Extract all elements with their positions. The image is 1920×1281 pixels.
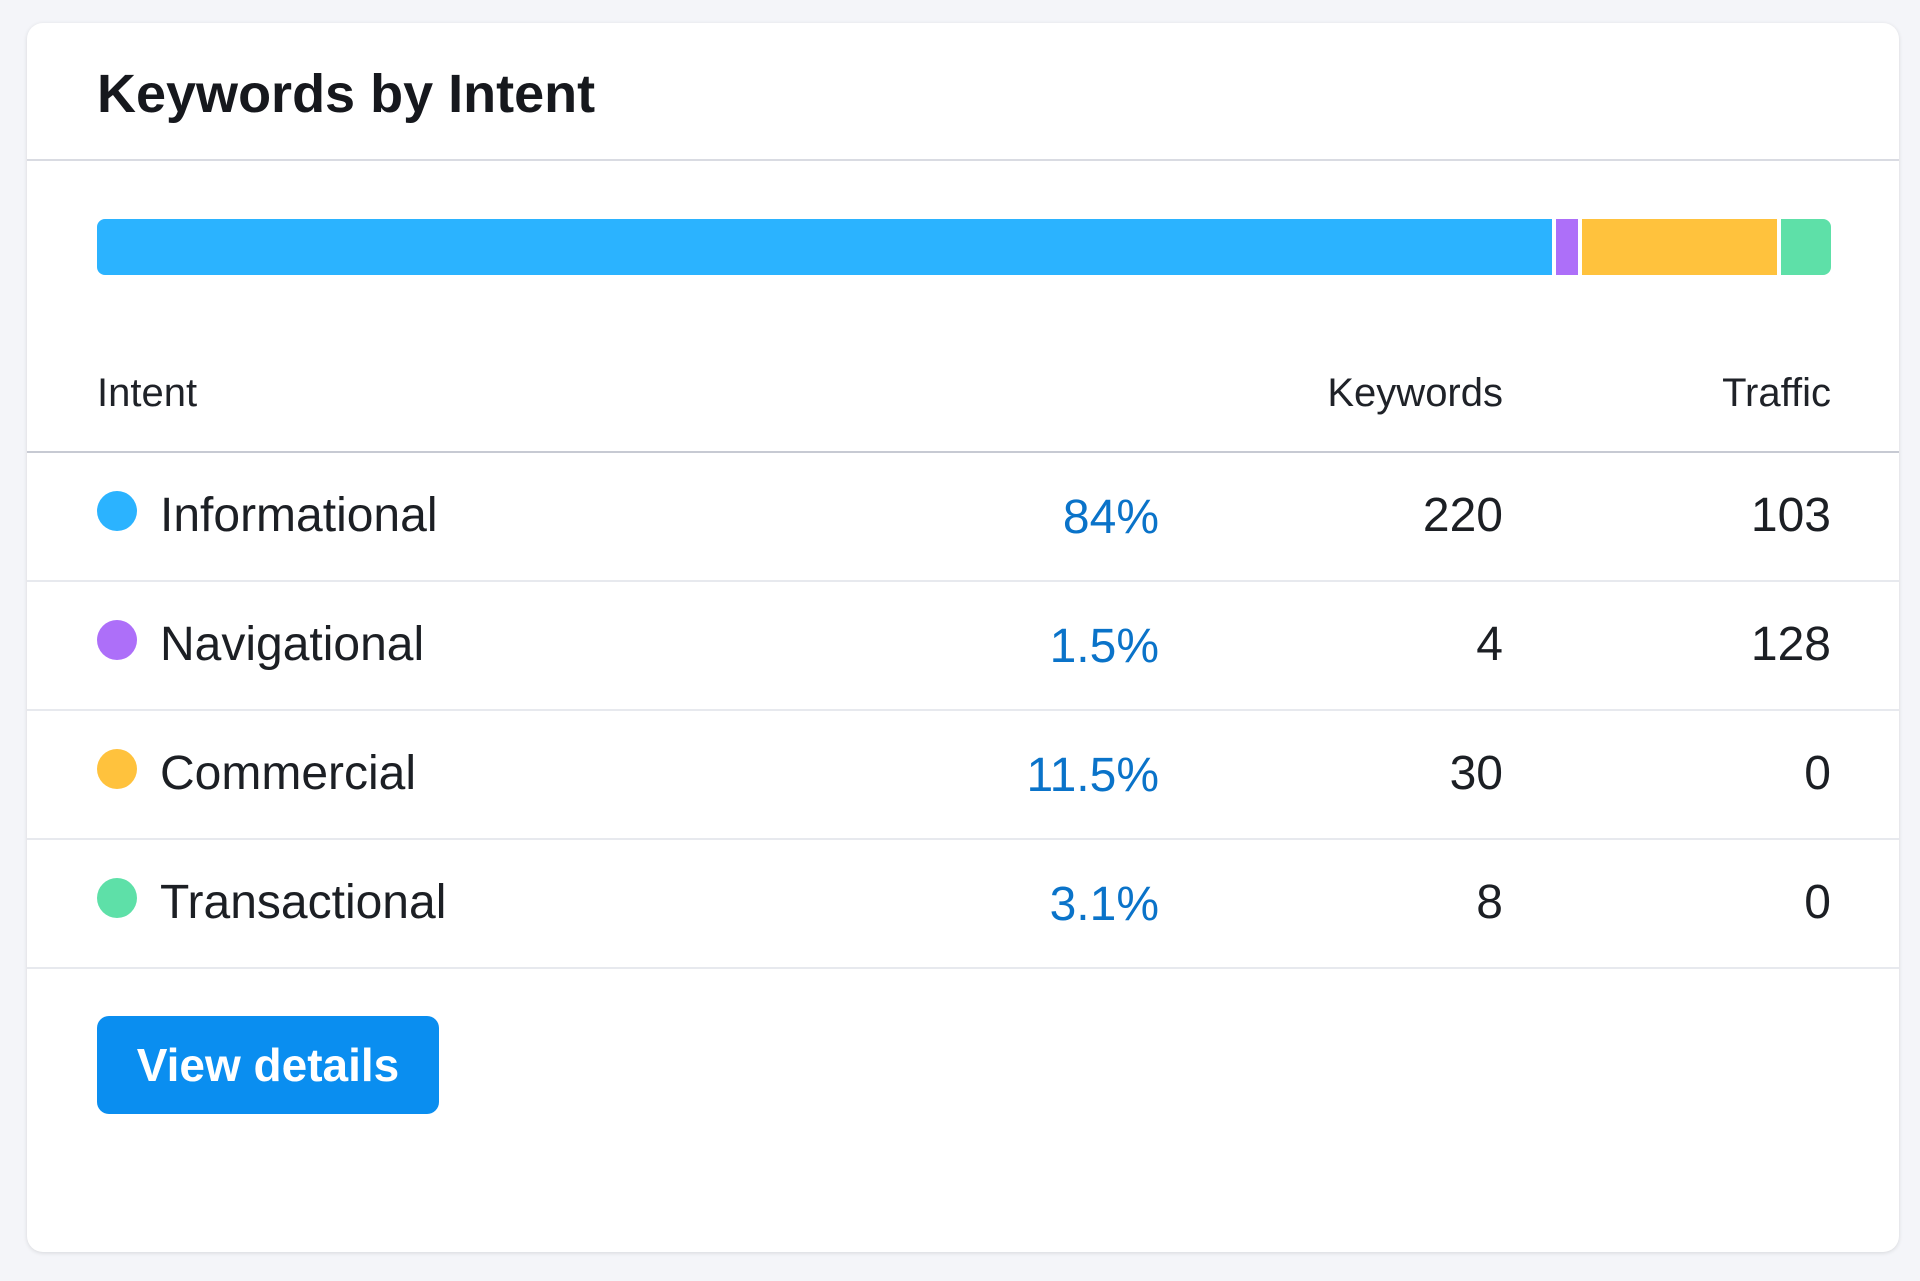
intent-color-dot bbox=[97, 491, 137, 531]
intent-keywords-count: 8 bbox=[1476, 876, 1503, 929]
bar-segment-commercial[interactable] bbox=[1578, 219, 1778, 275]
bar-segment-informational[interactable] bbox=[97, 219, 1553, 275]
intent-label: Transactional bbox=[160, 876, 447, 929]
keywords-by-intent-card: Keywords by Intent Intent Keywords Traff… bbox=[27, 23, 1899, 1252]
table-row-commercial: Commercial 11.5% 30 0 bbox=[27, 711, 1899, 840]
intent-color-dot bbox=[97, 749, 137, 789]
bar-segment-transactional[interactable] bbox=[1777, 219, 1831, 275]
intent-keywords-count: 30 bbox=[1449, 747, 1503, 800]
view-details-button[interactable]: View details bbox=[97, 1016, 439, 1114]
intent-label: Commercial bbox=[160, 747, 417, 800]
intent-percent-link[interactable]: 11.5% bbox=[1026, 749, 1159, 802]
intent-distribution-bar bbox=[97, 219, 1831, 275]
intent-color-dot bbox=[97, 620, 137, 660]
intent-keywords-count: 4 bbox=[1476, 618, 1503, 671]
bar-segment-navigational[interactable] bbox=[1552, 219, 1579, 275]
card-title: Keywords by Intent bbox=[97, 64, 596, 124]
intent-percent-link[interactable]: 1.5% bbox=[1049, 620, 1159, 673]
table-row-informational: Informational 84% 220 103 bbox=[27, 453, 1899, 582]
table-header: Intent Keywords Traffic bbox=[27, 339, 1899, 453]
intent-keywords-count: 220 bbox=[1422, 489, 1503, 542]
intent-traffic-value: 0 bbox=[1804, 747, 1831, 800]
table-row-transactional: Transactional 3.1% 8 0 bbox=[27, 840, 1899, 969]
intent-table: Informational 84% 220 103 Navigational 1… bbox=[27, 453, 1899, 969]
intent-traffic-value: 128 bbox=[1750, 618, 1831, 671]
table-row-navigational: Navigational 1.5% 4 128 bbox=[27, 582, 1899, 711]
card-header: Keywords by Intent bbox=[27, 23, 1899, 161]
intent-traffic-value: 0 bbox=[1804, 876, 1831, 929]
intent-label: Informational bbox=[160, 489, 438, 542]
intent-color-dot bbox=[97, 878, 137, 918]
intent-traffic-value: 103 bbox=[1750, 489, 1831, 542]
column-header-intent: Intent bbox=[97, 371, 198, 415]
intent-percent-link[interactable]: 84% bbox=[1062, 491, 1159, 544]
intent-percent-link[interactable]: 3.1% bbox=[1049, 878, 1159, 931]
column-header-keywords: Keywords bbox=[1327, 371, 1503, 415]
column-header-traffic: Traffic bbox=[1722, 371, 1831, 415]
intent-label: Navigational bbox=[160, 618, 425, 671]
